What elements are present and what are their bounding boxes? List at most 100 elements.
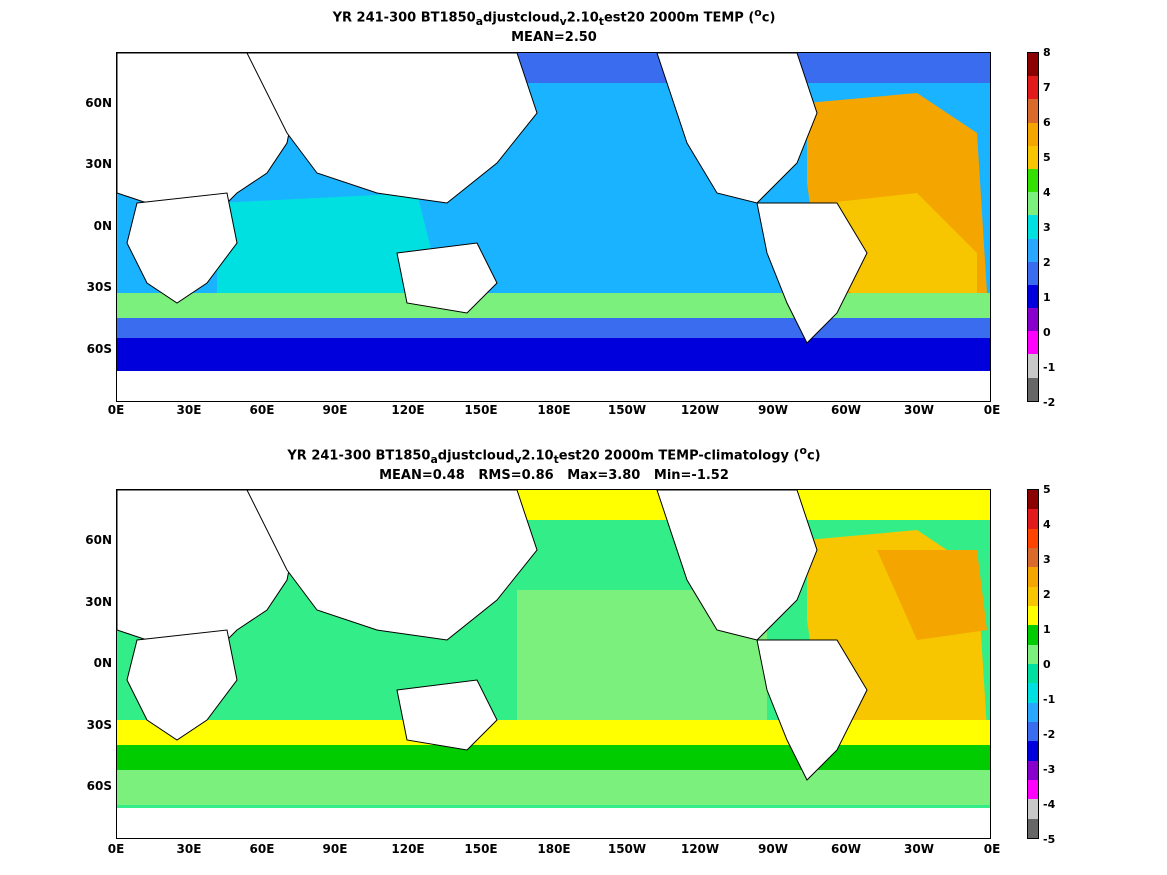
africa — [126, 192, 238, 304]
colorbar-segment — [1028, 509, 1038, 529]
colorbar-tick-label: 1 — [1043, 291, 1051, 304]
colorbar-tick-label: 6 — [1043, 116, 1051, 129]
title-sub: t — [598, 14, 604, 28]
x-label: 60E — [249, 403, 275, 417]
title-text: djustcloud — [437, 448, 515, 464]
colorbar-segment — [1028, 377, 1038, 401]
colorbar-segment — [1028, 354, 1038, 378]
colorbar-tick-label: -2 — [1043, 728, 1056, 741]
x-label: 90E — [322, 842, 348, 856]
colorbar-tick-label: -1 — [1043, 693, 1056, 706]
colorbar-tick-label: 5 — [1043, 483, 1051, 496]
colorbar-segment — [1028, 308, 1038, 332]
southern-band-green — [117, 293, 990, 318]
x-label: 120E — [391, 842, 425, 856]
colorbar-tick-label: 2 — [1043, 588, 1051, 601]
southern-band-green — [117, 745, 990, 770]
colorbar-bottom — [1027, 489, 1039, 839]
x-label: 90E — [322, 403, 348, 417]
colorbar-tick-label: 3 — [1043, 553, 1051, 566]
colorbar-tick-label: 3 — [1043, 221, 1051, 234]
colorbar-segment — [1028, 799, 1038, 819]
title-text: c) — [806, 448, 821, 464]
colorbar-segment — [1028, 760, 1038, 780]
map-svg-bottom — [117, 490, 990, 838]
map-subtitle-bottom: MEAN=0.48 RMS=0.86 Max=3.80 Min=-1.52 — [379, 468, 729, 483]
colorbar-segment — [1028, 490, 1038, 510]
colorbar-segment — [1028, 168, 1038, 193]
x-label: 60W — [831, 403, 861, 417]
title-sub: a — [430, 452, 438, 466]
southern-band-blue — [117, 318, 990, 338]
x-label: 180E — [537, 842, 571, 856]
colorbar-segment — [1028, 567, 1038, 587]
y-label-30s: 30S — [86, 718, 112, 732]
north-america — [656, 490, 818, 641]
colorbar-segment — [1028, 331, 1038, 355]
title-sub: v — [559, 14, 567, 28]
north-america — [656, 53, 818, 204]
colorbar-top — [1027, 52, 1039, 402]
colorbar-tick-label: 4 — [1043, 518, 1051, 531]
colorbar-tick-label: 5 — [1043, 151, 1051, 164]
y-label-30n: 30N — [85, 157, 112, 171]
colorbar-segment — [1028, 192, 1038, 216]
asia — [246, 53, 538, 204]
colorbar-tick-label: 1 — [1043, 623, 1051, 636]
x-label: 30W — [904, 403, 934, 417]
x-label: 120E — [391, 403, 425, 417]
x-label: 180E — [537, 403, 571, 417]
colorbar-tick-label: 8 — [1043, 46, 1051, 59]
title-sub: a — [475, 14, 484, 28]
southern-band-lightgreen — [117, 770, 990, 805]
colorbar-segment — [1028, 818, 1038, 838]
atlantic-south-region — [827, 193, 977, 323]
title-text: est20 2000m TEMP ( — [603, 10, 755, 26]
colorbar-segment — [1028, 261, 1038, 285]
title-text: YR 241-300 BT1850 — [332, 10, 476, 26]
y-label-60s: 60S — [86, 779, 112, 793]
y-label-30s: 30S — [86, 280, 112, 294]
colorbar-tick-label: -5 — [1043, 833, 1056, 846]
x-label: 120W — [680, 403, 720, 417]
x-label: 150E — [464, 403, 498, 417]
map-panel-bottom — [116, 489, 991, 839]
colorbar-segment — [1028, 663, 1038, 684]
colorbar-segment — [1028, 741, 1038, 761]
y-label-0n: 0N — [93, 219, 112, 233]
x-label: 90W — [758, 842, 788, 856]
x-label: 0E — [107, 403, 125, 417]
title-text: c) — [761, 10, 776, 26]
title-sup: o — [799, 444, 807, 457]
southern-band-deep — [117, 338, 990, 371]
south-america — [756, 202, 868, 344]
title-text: 2.10 — [521, 448, 554, 464]
title-text: YR 241-300 BT1850 — [287, 448, 431, 464]
colorbar-segment — [1028, 644, 1038, 664]
x-label: 150W — [607, 842, 647, 856]
x-label: 60E — [249, 842, 275, 856]
title-text: djustcloud — [483, 10, 560, 26]
x-label: 120W — [680, 842, 720, 856]
map-svg-top — [117, 53, 990, 401]
southern-band-yellow — [117, 720, 990, 745]
x-label: 30E — [176, 403, 202, 417]
south-america — [756, 639, 868, 781]
colorbar-segment — [1028, 122, 1038, 146]
colorbar-tick-label: 0 — [1043, 326, 1051, 339]
x-label: 150W — [607, 403, 647, 417]
y-label-60n: 60N — [85, 96, 112, 110]
y-label-60s: 60S — [86, 342, 112, 356]
colorbar-segment — [1028, 702, 1038, 722]
x-label: 0E — [983, 842, 1001, 856]
y-label-60n: 60N — [85, 533, 112, 547]
y-label-0n: 0N — [93, 656, 112, 670]
x-label: 60W — [831, 842, 861, 856]
colorbar-segment — [1028, 721, 1038, 742]
pacific-central-region — [517, 590, 767, 740]
africa — [126, 629, 238, 741]
map-subtitle-top: MEAN=2.50 — [511, 30, 597, 45]
colorbar-segment — [1028, 238, 1038, 262]
colorbar-segment — [1028, 145, 1038, 169]
colorbar-segment — [1028, 779, 1038, 800]
